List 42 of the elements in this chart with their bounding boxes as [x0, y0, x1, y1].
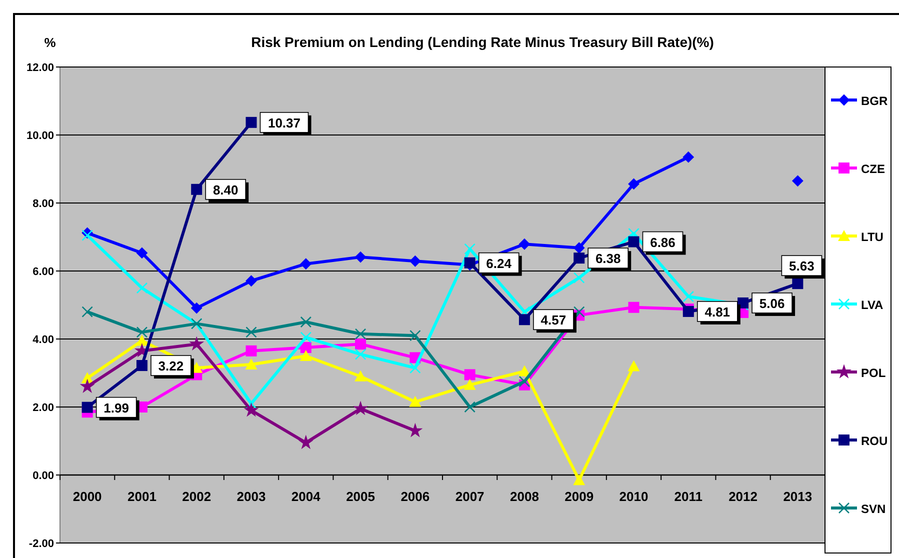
x-tick-label: 2003	[236, 489, 266, 504]
x-tick-label: 2001	[128, 489, 156, 504]
x-tick-label: 2012	[728, 489, 758, 504]
legend-label: SVN	[861, 502, 886, 516]
y-tick-label: -2.00	[28, 538, 54, 550]
data-label: 8.40	[212, 182, 238, 198]
x-tick-label: 2007	[455, 489, 484, 504]
x-tick-label: 2008	[510, 489, 539, 504]
legend-label: POL	[861, 366, 886, 380]
x-tick-label: 2013	[783, 489, 812, 504]
y-tick-label: 12.00	[26, 62, 54, 74]
legend-label: CZE	[861, 162, 885, 176]
data-label: 6.38	[595, 251, 621, 266]
data-label: 5.06	[759, 296, 785, 311]
data-label: 6.86	[650, 234, 676, 250]
data-label: 4.57	[540, 312, 566, 328]
data-label: 5.63	[789, 258, 814, 274]
legend-label: BGR	[861, 94, 888, 108]
x-tick-label: 2000	[72, 489, 102, 504]
legend-label: LVA	[861, 298, 884, 312]
y-axis-title: %	[44, 35, 56, 50]
y-tick-label: 8.00	[32, 198, 54, 210]
chart-title: Risk Premium on Lending (Lending Rate Minus Treasury Bill Rate)(%)	[251, 34, 714, 50]
legend-label: ROU	[861, 434, 888, 448]
x-tick-label: 2004	[291, 489, 322, 504]
legend-label: LTU	[861, 230, 884, 244]
x-tick-label: 2011	[674, 489, 702, 504]
y-tick-label: 6.00	[32, 266, 54, 278]
y-tick-label: 0.00	[32, 470, 54, 482]
data-label: 1.99	[104, 400, 129, 416]
x-tick-label: 2006	[400, 489, 430, 504]
x-tick-label: 2010	[619, 489, 648, 504]
data-label: 6.24	[486, 256, 512, 271]
y-tick-label: 2.00	[32, 402, 54, 414]
y-tick-label: 4.00	[32, 334, 54, 346]
data-label: 4.81	[704, 304, 730, 320]
y-tick-label: 10.00	[26, 130, 54, 142]
x-tick-label: 2009	[564, 489, 594, 504]
data-label: 3.22	[158, 358, 184, 374]
x-tick-label: 2002	[182, 489, 212, 504]
x-tick-label: 2005	[346, 489, 375, 504]
data-label: 10.37	[268, 115, 301, 130]
